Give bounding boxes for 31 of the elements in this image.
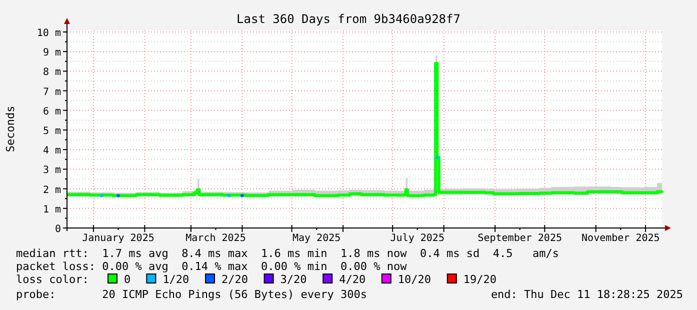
legend-label: 3/20 (280, 273, 307, 286)
y-tick-label: 3 m (42, 165, 61, 176)
y-tick-label: 8 m (42, 67, 61, 78)
x-tick-label: May 2025 (292, 233, 341, 244)
legend-title: loss color: (16, 273, 89, 286)
legend-label: 1/20 (162, 273, 190, 286)
legend-label: 4/20 (339, 273, 366, 286)
y-tick-label: 4 m (42, 146, 61, 157)
x-tick-label: March 2025 (186, 233, 246, 244)
legend-label: 10/20 (398, 273, 432, 286)
text: packet loss: 0.00 % avg 0.14 % max 0.00 % min 0.00 % now (16, 260, 408, 273)
legend-label: 0 (124, 273, 131, 286)
chart-title: Last 360 Days from 9b3460a928f7 (236, 12, 460, 26)
y-tick-label: 5 m (42, 126, 61, 137)
text: end: Thu Dec 11 18:28:25 2025 (490, 288, 683, 301)
x-tick-label: July 2025 (390, 233, 444, 244)
x-tick-label: November 2025 (582, 233, 660, 244)
y-tick-label: 7 m (42, 86, 61, 98)
legend-label: 2/20 (222, 273, 248, 286)
x-tick-label: January 2025 (82, 233, 154, 244)
y-tick-label: 9 m (42, 48, 61, 59)
y-tick-label: 0 (54, 224, 61, 235)
y-tick-label: 2 m (42, 184, 61, 196)
y-tick-label: 6 m (42, 106, 61, 118)
text: probe: 20 ICMP Echo Pings (56 Bytes) every 300s (16, 288, 367, 301)
y-tick-label: 10 m (36, 28, 61, 39)
text: median rtt: 1.7 ms avg 8.4 ms max 1.6 ms min 1.8 ms now 0.4 ms sd 4.5 am/s (16, 247, 560, 260)
legend-label: 19/20 (463, 273, 497, 286)
y-axis-title: Seconds (4, 106, 17, 152)
x-tick-label: September 2025 (478, 233, 562, 244)
y-tick-label: 1 m (42, 204, 61, 216)
